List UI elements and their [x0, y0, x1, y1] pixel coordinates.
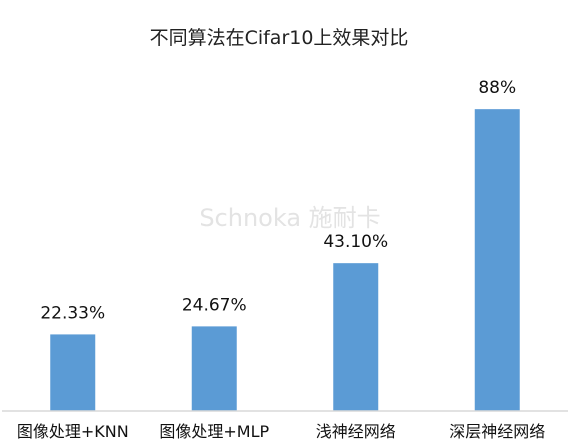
- bars-group: [50, 109, 520, 411]
- category-label-2: 图像处理+MLP: [159, 422, 269, 441]
- bar-1: [50, 334, 96, 411]
- category-label-4: 深层神经网络: [449, 422, 545, 441]
- data-labels-group: 22.33% 24.67% 43.10% 88%: [40, 78, 516, 323]
- data-label-1: 22.33%: [40, 303, 105, 323]
- category-label-3: 浅神经网络: [316, 422, 396, 441]
- data-label-2: 24.67%: [182, 295, 247, 315]
- chart-title: 不同算法在Cifar10上效果对比: [150, 27, 409, 49]
- category-labels-group: 图像处理+KNN 图像处理+MLP 浅神经网络 深层神经网络: [17, 422, 545, 441]
- data-label-3: 43.10%: [323, 232, 388, 252]
- data-label-4: 88%: [478, 78, 516, 98]
- bar-4: [474, 109, 520, 411]
- category-label-1: 图像处理+KNN: [17, 422, 129, 441]
- bar-2: [191, 326, 237, 411]
- watermark-text: Schnoka 施耐卡: [199, 204, 380, 232]
- bar-3: [333, 263, 379, 411]
